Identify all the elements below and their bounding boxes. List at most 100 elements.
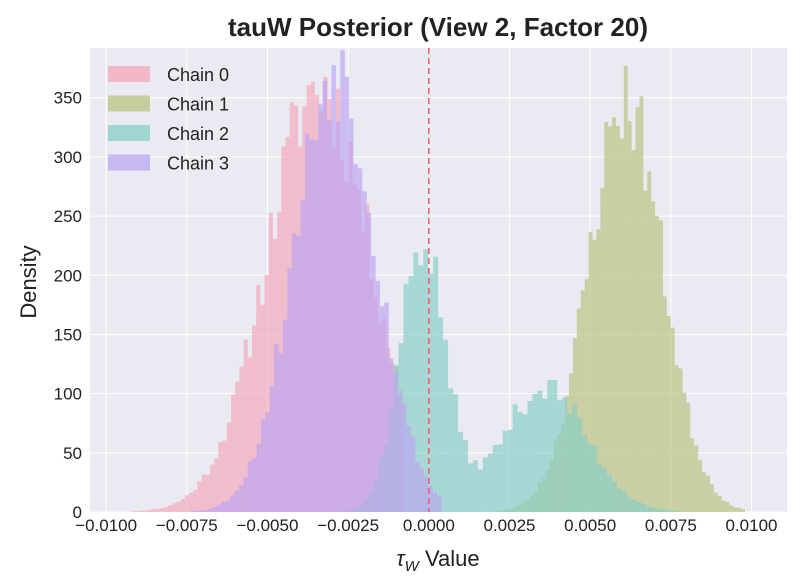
histogram-bar <box>221 501 226 512</box>
histogram-bar <box>588 231 593 512</box>
histogram-bar <box>410 436 416 512</box>
histogram-bar <box>402 403 407 512</box>
histogram-bar <box>366 213 372 512</box>
histogram-bar <box>737 507 742 512</box>
histogram-bar <box>729 505 734 512</box>
histogram-bar <box>138 510 143 512</box>
histogram-bar <box>482 457 488 512</box>
histogram-bar <box>428 273 434 512</box>
y-tick-label: 350 <box>54 89 82 108</box>
histogram-bar <box>686 402 691 512</box>
histogram-bar <box>432 492 438 512</box>
histogram-bar <box>587 443 592 512</box>
histogram-bar <box>190 511 195 512</box>
histogram-bar <box>694 445 699 512</box>
histogram-bar <box>497 444 503 512</box>
histogram-bar <box>357 168 363 513</box>
histogram-bar <box>647 171 652 512</box>
histogram-bar <box>300 200 306 513</box>
histogram-bar <box>322 80 328 512</box>
histogram-bar <box>309 139 314 512</box>
y-tick-label: 150 <box>54 325 82 344</box>
histogram-bar <box>210 464 215 512</box>
histogram-bar <box>142 510 148 512</box>
histogram-bar <box>225 500 231 512</box>
histogram-bar <box>371 255 376 512</box>
y-tick-label: 0 <box>73 503 82 522</box>
histogram-bar <box>193 490 198 512</box>
histogram-bar <box>733 507 738 512</box>
histogram-bar <box>134 511 139 512</box>
histogram-bar <box>406 425 411 512</box>
histogram-bar <box>562 397 568 512</box>
histogram-bar <box>666 510 672 512</box>
histogram-bar <box>626 496 632 512</box>
histogram-bar <box>698 459 703 512</box>
histogram-bar <box>207 508 213 512</box>
histogram-bar <box>462 439 468 512</box>
histogram-bar <box>631 499 637 512</box>
histogram-bar <box>619 138 624 512</box>
y-tick-label: 300 <box>54 148 82 167</box>
histogram-bar <box>635 107 640 512</box>
histogram-bar <box>636 502 642 512</box>
histogram-bar <box>604 122 609 512</box>
histogram-bar <box>651 507 657 512</box>
histogram-bar <box>592 239 597 513</box>
histogram-bar <box>702 472 706 512</box>
histogram-bar <box>507 429 513 512</box>
histogram-bar <box>268 212 273 512</box>
legend-swatch <box>108 125 150 141</box>
histogram-bar <box>659 220 663 513</box>
histogram-bar <box>709 484 714 512</box>
histogram-bar <box>656 508 662 512</box>
histogram-bar <box>222 440 227 512</box>
histogram-bar <box>674 365 679 512</box>
histogram-bar <box>130 511 135 512</box>
histogram-bar <box>517 412 523 512</box>
histogram-bar <box>291 233 297 513</box>
histogram-bar <box>168 505 173 512</box>
histogram-bar <box>453 394 459 512</box>
chart-title: tauW Posterior (View 2, Factor 20) <box>228 12 648 42</box>
histogram-bar <box>403 283 409 512</box>
histogram-bar <box>584 279 589 512</box>
legend-label: Chain 1 <box>167 95 229 115</box>
x-tick-label: −0.0100 <box>75 516 137 535</box>
histogram-bar <box>611 481 617 512</box>
legend-swatch <box>108 66 150 82</box>
histogram-bar <box>252 458 257 512</box>
histogram-bar <box>477 469 483 512</box>
histogram-bar <box>375 280 380 512</box>
histogram-bar <box>741 509 746 512</box>
histogram-bar <box>601 467 607 512</box>
histogram-bar <box>419 468 425 512</box>
histogram-bar <box>678 368 683 512</box>
x-axis-symbol: τ <box>396 546 406 571</box>
histogram-bar <box>172 503 177 512</box>
histogram-bar <box>572 404 578 512</box>
histogram-bar <box>542 398 548 512</box>
histogram-bar <box>713 492 718 512</box>
x-axis-subscript: W <box>405 558 421 575</box>
x-tick-label: 0.0050 <box>564 516 616 535</box>
histogram-bar <box>621 491 627 512</box>
histogram-bar <box>413 252 419 513</box>
histogram-bar <box>646 506 652 512</box>
histogram-bar <box>670 327 675 512</box>
y-tick-label: 50 <box>63 444 82 463</box>
histogram-bar <box>260 419 266 512</box>
histogram-bar <box>256 285 261 512</box>
histogram-bar <box>443 339 449 512</box>
histogram-bar <box>705 475 710 512</box>
histogram-bar <box>205 474 211 512</box>
histogram-bar <box>234 490 239 512</box>
y-tick-label: 200 <box>54 266 82 285</box>
histogram-bar <box>212 506 217 512</box>
histogram-bar <box>184 495 190 512</box>
histogram-bar <box>537 390 543 512</box>
histogram-bar <box>353 164 358 512</box>
histogram-bar <box>159 508 164 512</box>
histogram-bar <box>197 481 202 512</box>
